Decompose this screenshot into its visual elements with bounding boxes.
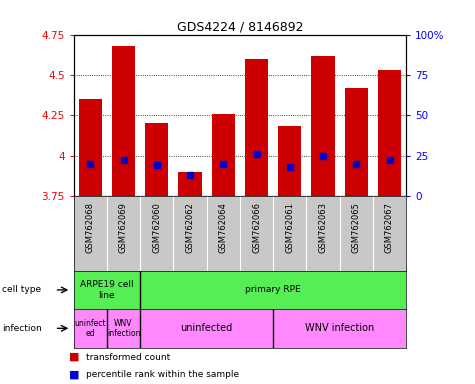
Text: GSM762066: GSM762066 [252, 202, 261, 253]
Title: GDS4224 / 8146892: GDS4224 / 8146892 [177, 20, 303, 33]
Text: ARPE19 cell
line: ARPE19 cell line [80, 280, 133, 300]
Bar [245, 59, 268, 196]
Text: GSM762069: GSM762069 [119, 202, 128, 253]
Bar [145, 123, 168, 196]
Text: ■: ■ [69, 352, 79, 362]
Text: transformed count: transformed count [86, 353, 170, 362]
Text: GSM762062: GSM762062 [186, 202, 194, 253]
Text: WNV infection: WNV infection [305, 323, 374, 333]
Text: GSM762064: GSM762064 [219, 202, 228, 253]
Text: infection: infection [2, 324, 42, 333]
Bar [212, 114, 235, 196]
Bar [179, 172, 201, 196]
Text: GSM762060: GSM762060 [152, 202, 161, 253]
Bar [112, 46, 135, 196]
Text: primary RPE: primary RPE [245, 285, 301, 295]
Bar [78, 99, 102, 196]
Text: GSM762068: GSM762068 [86, 202, 95, 253]
Text: GSM762067: GSM762067 [385, 202, 394, 253]
Text: GSM762063: GSM762063 [319, 202, 327, 253]
Text: uninfected: uninfected [180, 323, 233, 333]
Text: ■: ■ [69, 369, 79, 379]
Text: WNV
infection: WNV infection [107, 319, 140, 338]
Bar [312, 56, 335, 196]
Text: GSM762061: GSM762061 [285, 202, 294, 253]
Text: uninfect
ed: uninfect ed [75, 319, 106, 338]
Text: percentile rank within the sample: percentile rank within the sample [86, 370, 238, 379]
Text: cell type: cell type [2, 285, 41, 295]
Text: GSM762065: GSM762065 [352, 202, 361, 253]
Bar [278, 126, 302, 196]
Bar [345, 88, 368, 196]
Bar [378, 70, 401, 196]
